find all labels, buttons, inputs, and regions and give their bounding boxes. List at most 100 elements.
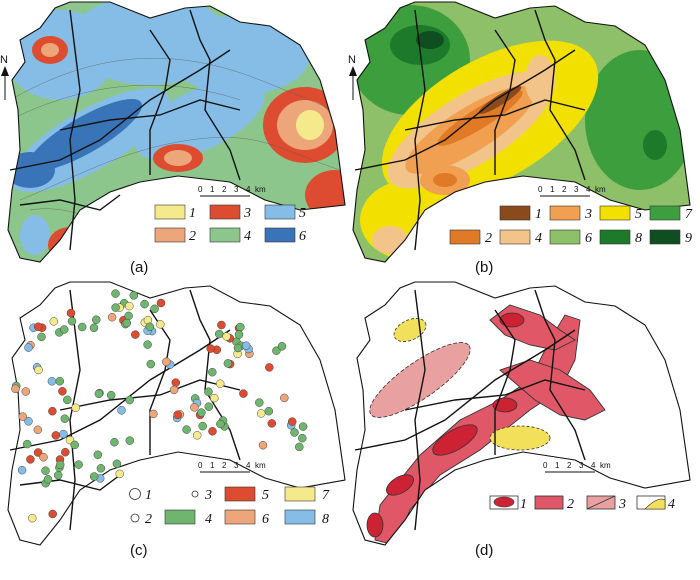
panel-b-scale-0: 0 (538, 185, 543, 194)
panel-a-scale-1: 1 (210, 185, 215, 194)
panel-a-zone-darkblue (27, 98, 143, 172)
panel-a-zone-orange-nw (41, 43, 59, 57)
panel-b-legend-swatch-5 (599, 205, 631, 221)
panel-c-sample-point (143, 340, 152, 349)
panel-c-sample-point (129, 291, 139, 300)
panel-c-sample-point (234, 330, 244, 339)
panel-d-scale-4: 4 (591, 461, 596, 470)
panel-b-zone-brown (478, 86, 522, 114)
panel-d-scale-3: 3 (579, 461, 584, 470)
panel-b-legend-label-7: 7 (685, 207, 693, 222)
panel-a-fault-2 (59, 99, 241, 131)
panel-c-legend-label-6: 6 (262, 512, 269, 527)
panel-b-fault-5 (534, 9, 586, 181)
panel-c-legend-label-8: 8 (322, 512, 329, 527)
panel-a-scale-bar: 0 1 2 3 4 km (198, 185, 266, 197)
panel-b-fault-2 (404, 99, 586, 131)
panel-b-zone-darkestgreen (416, 31, 444, 49)
panel-c-sample-point (96, 464, 106, 473)
panel-c-sample-point (124, 311, 133, 321)
panel-c-sample-point (241, 341, 251, 350)
panel-a-legend-swatch-3 (209, 204, 241, 220)
panel-c-sample-point (55, 460, 65, 470)
panel-d-legend-label-3: 3 (618, 497, 626, 512)
panel-c-sample-point (33, 322, 43, 332)
panel-c-sample-point (146, 359, 156, 369)
panel-c-sample-point (89, 323, 99, 333)
panel-d-fault-3 (494, 309, 516, 455)
panel-c-sample-point (156, 298, 166, 308)
panel-d-zone-yellow-se (489, 425, 551, 451)
panel-d-scale-unit: km (600, 461, 611, 470)
panel-c-legend-swatch-8 (284, 509, 316, 525)
panel-d-zone-darkred-1 (499, 312, 525, 328)
panel-a-legend-label-5: 5 (299, 206, 306, 221)
panel-c-sample-point (295, 442, 304, 452)
panel-a-legend-swatch-6 (264, 227, 296, 243)
panel-c-sample-point (145, 322, 155, 332)
panel-c-sample-point (149, 409, 158, 419)
panel-c-fault-6 (19, 474, 121, 491)
panel-c-sample-point (190, 403, 199, 412)
panel-c-sample-point (106, 390, 116, 400)
panel-c-sample-point (290, 428, 299, 437)
panel-c-sample-point (115, 469, 124, 479)
panel-d-legend-swatch-2 (534, 495, 564, 510)
panel-b-outline (352, 1, 691, 263)
panel-c-legend-label-5: 5 (262, 488, 269, 503)
panel-c-sample-point (280, 393, 289, 403)
panel-b-scale-bar: 0 1 2 3 4 km (538, 185, 606, 197)
panel-a-zone-blue-c (135, 79, 265, 161)
panel-c-sample-point (125, 436, 135, 445)
panel-c-map (7, 281, 346, 546)
panel-d-legend: 1 2 3 4 (489, 495, 675, 512)
panel-a-legend-label-1: 1 (189, 206, 196, 221)
panel-b-legend-swatch-1 (499, 205, 531, 221)
panel-c-sample-point (111, 303, 120, 312)
panel-c-sample-point (33, 425, 43, 435)
panel-a-north-arrow: N (0, 54, 9, 100)
panel-b-fault-3 (494, 29, 516, 175)
panel-c-scale-0: 0 (198, 461, 203, 470)
panel-d-zone-pink (369, 342, 471, 418)
panel-d-legend-swatch-3-line (586, 495, 616, 510)
panel-c-sample-point (67, 316, 77, 326)
panel-b-legend-label-3: 3 (584, 207, 592, 222)
panel-d-zone-darkred-5 (366, 512, 384, 538)
panel-c-sample-point (256, 409, 266, 418)
panel-c-sample-point (217, 320, 226, 330)
panel-c-sample-point (223, 359, 233, 368)
panel-c-sample-point (171, 378, 181, 387)
panel-b-legend-label-1: 1 (535, 207, 542, 222)
panel-a-fault-4 (69, 9, 81, 251)
panel-c-sample-point (107, 312, 117, 322)
panel-d-legend-label-4: 4 (668, 497, 675, 512)
panel-c-fault-3 (149, 309, 171, 455)
panel-d-scale-2: 2 (567, 461, 572, 470)
panel-b-legend-label-4: 4 (535, 231, 542, 246)
panel-c-label: (c) (130, 542, 148, 559)
panel-a-scale-4: 4 (246, 185, 251, 194)
panel-c-sample-point (206, 344, 215, 353)
panel-b-legend-swatch-3 (549, 205, 581, 221)
panel-c-legend-label-3: 3 (204, 488, 212, 503)
panel-c-sample-point (182, 425, 191, 434)
panel-a-fault-3 (149, 29, 171, 175)
panel-d-zone-darkred-4 (386, 474, 414, 496)
panel-c-sample-point (21, 387, 31, 396)
panel-d-fault-2 (404, 379, 586, 411)
panel-c-sample-point (24, 417, 33, 426)
panel-c-sample-point (24, 343, 33, 352)
panel-c-sample-point (169, 385, 179, 395)
panel-a-legend-label-6: 6 (299, 229, 306, 244)
panel-c-legend-circle-2 (130, 513, 140, 523)
panel-c-legend-label-7: 7 (322, 488, 330, 503)
panel-b-scale-3: 3 (574, 185, 579, 194)
panel-a-legend-swatch-5 (264, 204, 296, 220)
panel-c-sample-point (37, 332, 46, 342)
panel-c-fault-1 (9, 329, 231, 451)
panel-c-sample-point (33, 448, 43, 457)
panel-b-legend-swatch-7 (649, 205, 681, 221)
panel-d-outline (352, 281, 691, 546)
panel-c-scale-unit: km (255, 461, 266, 470)
